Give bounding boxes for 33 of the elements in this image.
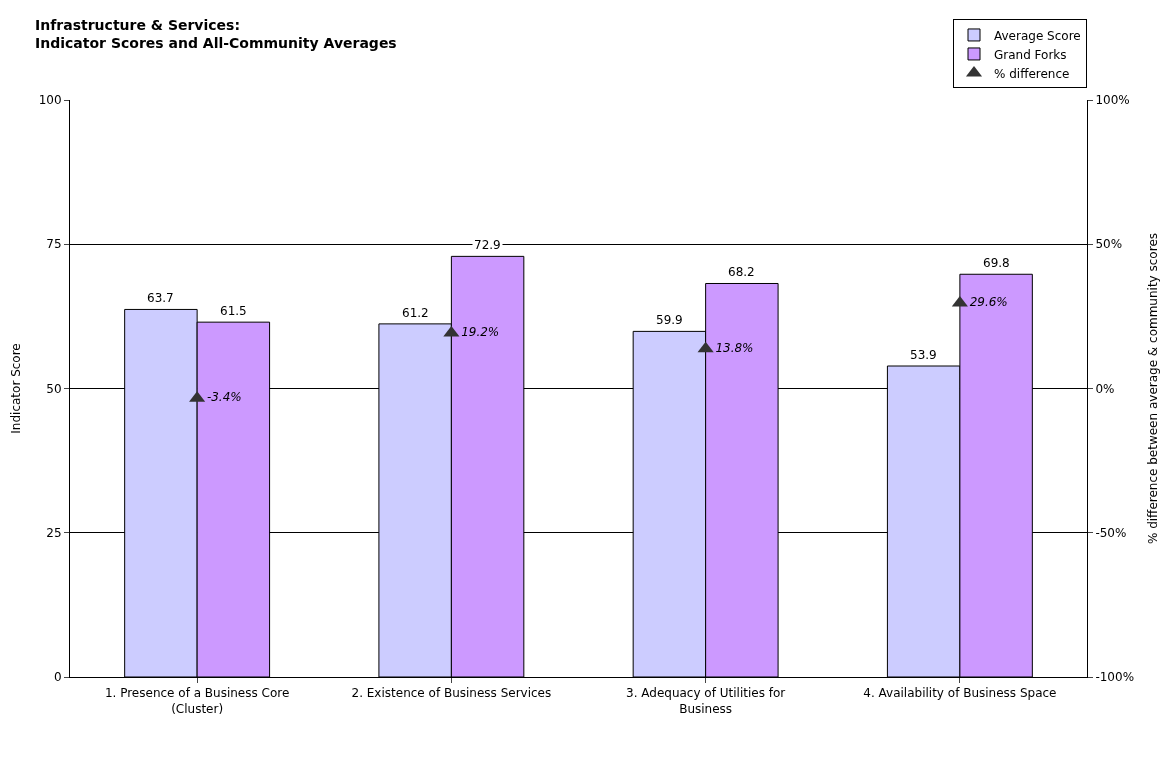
y2-tick-label: 50% — [1095, 237, 1123, 252]
x-tick-label: 3. Adequacy of Utilities for Business — [626, 686, 786, 716]
legend-label: % difference — [994, 66, 1070, 81]
data-label: 68.2 — [728, 265, 755, 279]
data-label: 13.8% — [715, 340, 754, 355]
x-tick-label: 2. Existence of Business Services — [351, 686, 552, 701]
y-axis-title: Indicator Score — [8, 343, 23, 434]
legend-label: Average Score — [994, 28, 1081, 43]
y-tick-label: 100 — [38, 93, 62, 108]
y2-axis-title: % difference between average & community scores — [1145, 232, 1160, 545]
data-label: 69.8 — [983, 256, 1010, 270]
data-label: 61.5 — [220, 304, 247, 318]
data-label: 29.6% — [969, 295, 1008, 310]
data-label: -3.4% — [206, 390, 242, 405]
chart-title: Infrastructure & Services: Indicator Scores and All-Community Averages — [35, 17, 397, 52]
data-label: 59.9 — [656, 313, 683, 327]
data-label: 53.9 — [910, 348, 937, 362]
x-tick-label: 4. Availability of Business Space — [863, 686, 1057, 701]
y2-tick-label: -50% — [1095, 525, 1127, 540]
y-tick-label: 25 — [46, 525, 62, 540]
y2-tick-label: 0% — [1095, 381, 1115, 396]
y-tick-label: 75 — [46, 237, 62, 252]
data-label: 19.2% — [461, 325, 500, 340]
x-tick-label: 1. Presence of a Business Core (Cluster) — [104, 686, 290, 716]
y-tick-label: 0 — [53, 670, 62, 685]
data-label: 61.2 — [402, 306, 429, 320]
y-tick-label: 50 — [46, 381, 62, 396]
data-label: 63.7 — [147, 291, 174, 305]
y2-tick-label: 100% — [1095, 93, 1130, 108]
y2-tick-label: -100% — [1095, 670, 1135, 685]
legend-label: Grand Forks — [994, 47, 1067, 62]
data-label: 72.9 — [474, 238, 501, 252]
point — [697, 341, 714, 353]
